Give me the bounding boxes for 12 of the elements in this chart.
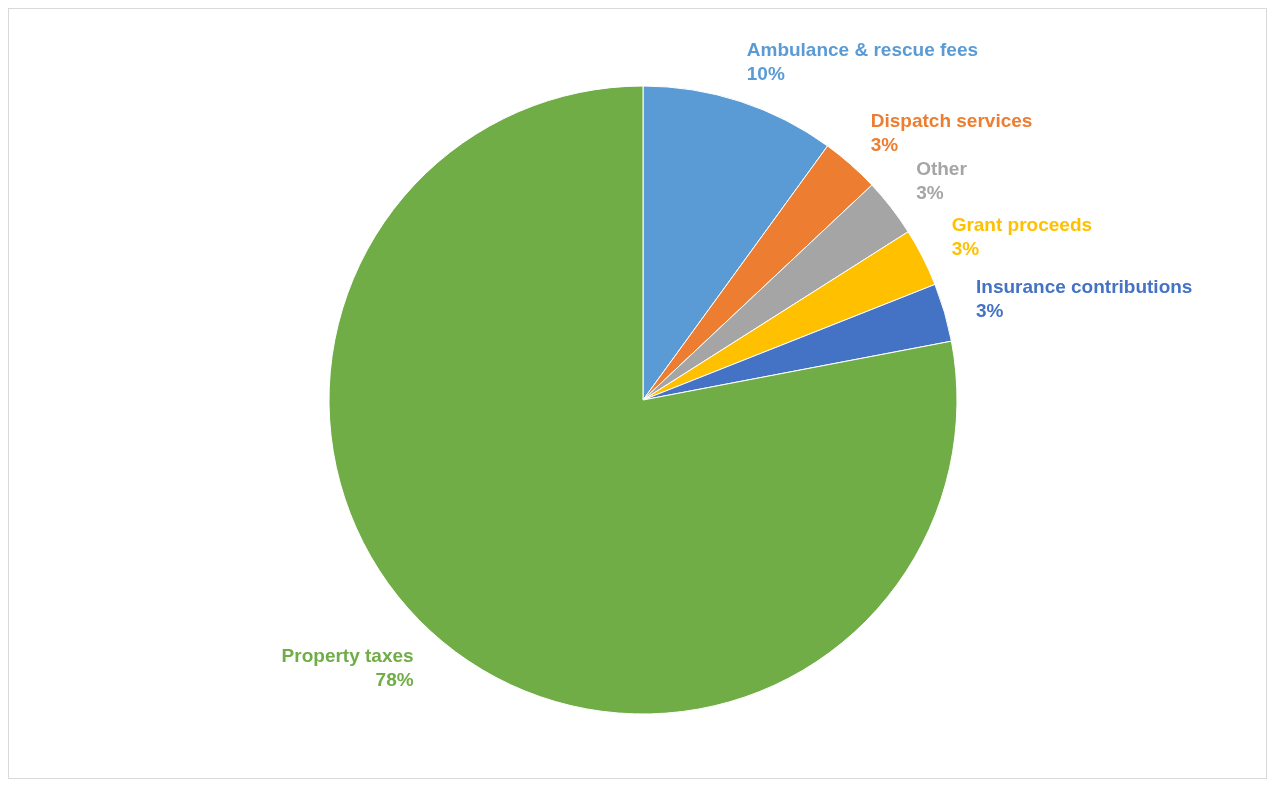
slice-label: Property taxes [281,645,414,667]
data-label: 3% [976,299,1004,321]
slice-label: Grant proceeds [951,214,1093,236]
slice-label: Dispatch services [870,109,1033,131]
data-label: 78% [375,669,414,691]
data-label: 3% [870,133,899,155]
slice-label: Insurance contributions [976,275,1193,297]
slice-label: Ambulance & rescue fees [746,39,979,61]
data-label: 3% [951,238,980,260]
data-label: 10% [746,63,785,85]
slice-label: Other [916,158,968,180]
data-label: 3% [916,182,944,204]
